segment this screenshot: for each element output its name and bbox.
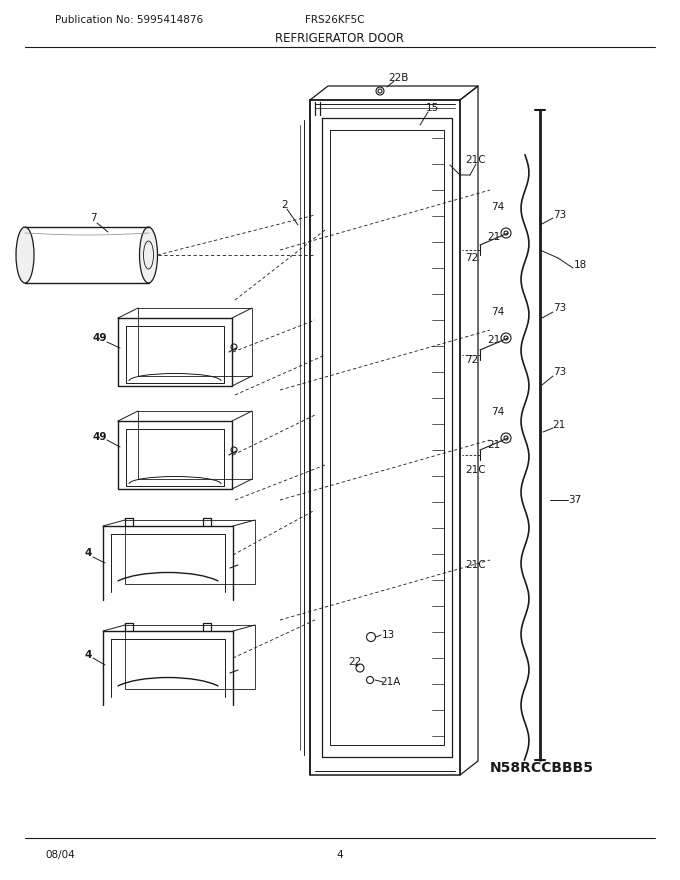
Text: 4: 4 <box>84 548 92 558</box>
Text: 21C: 21C <box>466 560 486 570</box>
Text: 21C: 21C <box>466 155 486 165</box>
Text: 49: 49 <box>92 432 107 442</box>
Text: 22: 22 <box>348 657 362 667</box>
Text: 22B: 22B <box>388 73 408 83</box>
Text: 73: 73 <box>554 367 566 377</box>
Text: 08/04: 08/04 <box>45 850 75 860</box>
Text: 74: 74 <box>492 307 505 317</box>
Text: 72: 72 <box>465 253 479 263</box>
Text: 49: 49 <box>92 333 107 343</box>
Text: 21: 21 <box>488 335 500 345</box>
Text: 7: 7 <box>90 213 97 223</box>
Text: 21C: 21C <box>466 465 486 475</box>
Ellipse shape <box>16 227 34 283</box>
Text: 4: 4 <box>337 850 343 860</box>
Text: 37: 37 <box>568 495 581 505</box>
Text: 74: 74 <box>492 407 505 417</box>
Text: FRS26KF5C: FRS26KF5C <box>305 15 364 25</box>
Text: REFRIGERATOR DOOR: REFRIGERATOR DOOR <box>275 32 405 45</box>
Text: 21: 21 <box>488 232 500 242</box>
Text: N58RCCBBB5: N58RCCBBB5 <box>490 761 594 775</box>
Text: 72: 72 <box>465 355 479 365</box>
Ellipse shape <box>139 227 158 283</box>
Text: 21: 21 <box>552 420 566 430</box>
Text: 15: 15 <box>426 103 439 113</box>
Text: 2: 2 <box>282 200 288 210</box>
Text: 18: 18 <box>573 260 587 270</box>
Text: 73: 73 <box>554 303 566 313</box>
Text: 21: 21 <box>488 440 500 450</box>
Text: 4: 4 <box>84 650 92 660</box>
Text: 74: 74 <box>492 202 505 212</box>
Text: Publication No: 5995414876: Publication No: 5995414876 <box>55 15 203 25</box>
Text: 73: 73 <box>554 210 566 220</box>
Text: 13: 13 <box>381 630 394 640</box>
Text: 21A: 21A <box>380 677 401 687</box>
